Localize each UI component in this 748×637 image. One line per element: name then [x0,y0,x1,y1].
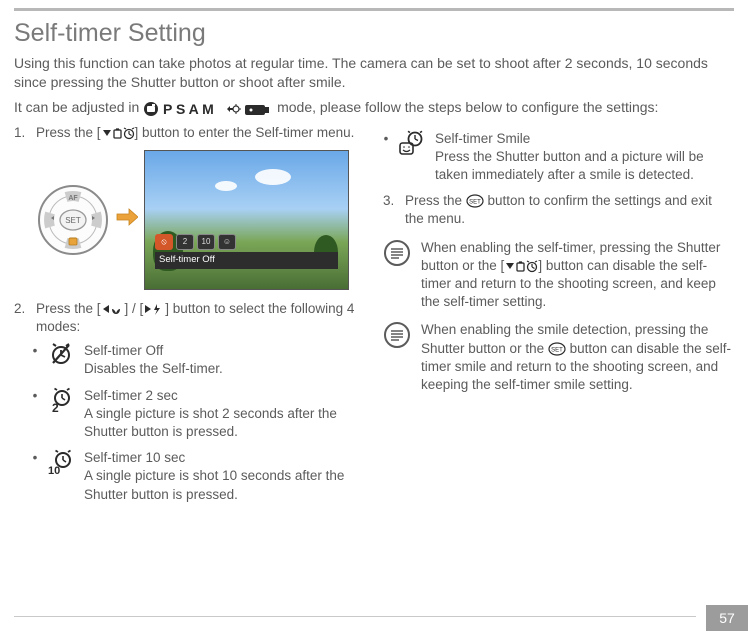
svg-text:SET: SET [551,347,563,353]
mode-off-desc: Disables the Self-timer. [84,361,223,376]
set-button-icon: SET [466,193,484,208]
step-1-number: 1. [14,124,30,142]
step-2: 2. Press the [] / [] button to select th… [14,300,365,336]
svg-text:10: 10 [48,465,60,475]
down-trash-timer-icon [504,258,538,273]
note-1: When enabling the self-timer, pressing t… [383,239,734,312]
down-trash-timer-icon [101,125,135,140]
svg-text:SET: SET [65,216,81,225]
top-rule [14,8,734,11]
mode-2sec-desc: A single picture is shot 2 seconds after… [84,406,337,439]
page-number: 57 [706,605,748,631]
timer-icon-row: ⦸ 2 10 ☺ [155,234,338,250]
svg-text:AF: AF [68,195,78,202]
lcd-preview: ⦸ 2 10 ☺ Self-timer Off [144,150,349,290]
mode-2sec-name: Self-timer 2 sec [84,388,178,403]
bullet: • [32,449,38,504]
mode-smile-desc: Press the Shutter button and a picture w… [435,149,704,182]
right-flash-icon [143,301,165,316]
control-dial-illustration: SET AF [36,183,110,257]
step-2-number: 2. [14,300,30,336]
step-2-body: Press the [] / [] button to select the f… [36,300,365,336]
svg-text:P S A M: P S A M [163,101,214,117]
arrow-icon [116,208,138,231]
note-icon [383,321,413,394]
mode-10sec: • 10 Self-timer 10 sec A single picture … [32,449,365,504]
left-macro-icon [101,301,125,316]
note-2-body: When enabling the smile detection, press… [421,321,734,394]
intro-paragraph-1: Using this function can take photos at r… [14,54,734,92]
timer-option-2s-icon: 2 [176,234,194,250]
step3-text-a: Press the [405,193,466,208]
note-icon [383,239,413,312]
mode-off-name: Self-timer Off [84,343,163,358]
timer-label: Self-timer Off [155,252,338,269]
timer-overlay: ⦸ 2 10 ☺ Self-timer Off [155,234,338,269]
mode-10sec-name: Self-timer 10 sec [84,450,185,465]
step1-text-a: Press the [ [36,125,101,140]
mode-2sec: • 2 Self-timer 2 sec A single picture is… [32,387,365,442]
step-3-body: Press the SET button to confirm the sett… [405,192,734,228]
note-1-body: When enabling the self-timer, pressing t… [421,239,734,312]
timer-option-10s-icon: 10 [197,234,215,250]
mode-smile: • Self-timer Smile Press the Shutter but… [383,130,734,185]
note-2: When enabling the smile detection, press… [383,321,734,394]
columns: 1. Press the [ ] button to enter the Self… [14,124,734,512]
timer-off-icon [46,342,76,378]
right-column: • Self-timer Smile Press the Shutter but… [383,124,734,512]
svg-text:SET: SET [469,200,481,206]
mode-10sec-desc: A single picture is shot 10 seconds afte… [84,468,344,501]
intro-paragraph-2: It can be adjusted in P S A M mode, plea… [14,98,734,118]
svg-text:2: 2 [52,401,59,413]
timer-option-off-icon: ⦸ [155,234,173,250]
set-button-icon: SET [548,341,566,356]
mode-icons-inline: P S A M [143,99,273,118]
mode-smile-name: Self-timer Smile [435,131,530,146]
step-1: 1. Press the [ ] button to enter the Self… [14,124,365,142]
timer-10sec-icon: 10 [46,449,76,504]
left-column: 1. Press the [ ] button to enter the Self… [14,124,365,512]
timer-option-smile-icon: ☺ [218,234,236,250]
step-3-number: 3. [383,192,399,228]
step-3: 3. Press the SET button to confirm the s… [383,192,734,228]
mode-off-text: Self-timer Off Disables the Self-timer. [84,342,365,378]
mode-smile-text: Self-timer Smile Press the Shutter butto… [435,130,734,185]
timer-smile-icon [397,130,427,185]
mode-off: • Self-timer Off Disables the Self-timer… [32,342,365,378]
step2-text-a: Press the [ [36,301,101,316]
timer-2sec-icon: 2 [46,387,76,442]
mode-2sec-text: Self-timer 2 sec A single picture is sho… [84,387,365,442]
step-1-body: Press the [ ] button to enter the Self-ti… [36,124,365,142]
bullet: • [32,387,38,442]
step1-text-b: ] button to enter the Self-timer menu. [135,125,355,140]
intro2-b: mode, please follow the steps below to c… [277,99,658,115]
figure-row: SET AF ⦸ 2 [36,150,365,290]
page-title: Self-timer Setting [14,19,734,48]
bullet: • [383,130,389,185]
bullet: • [32,342,38,378]
step2-text-mid: ] / [ [125,301,144,316]
mode-10sec-text: Self-timer 10 sec A single picture is sh… [84,449,365,504]
bottom-rule [14,616,696,617]
intro2-a: It can be adjusted in [14,99,143,115]
